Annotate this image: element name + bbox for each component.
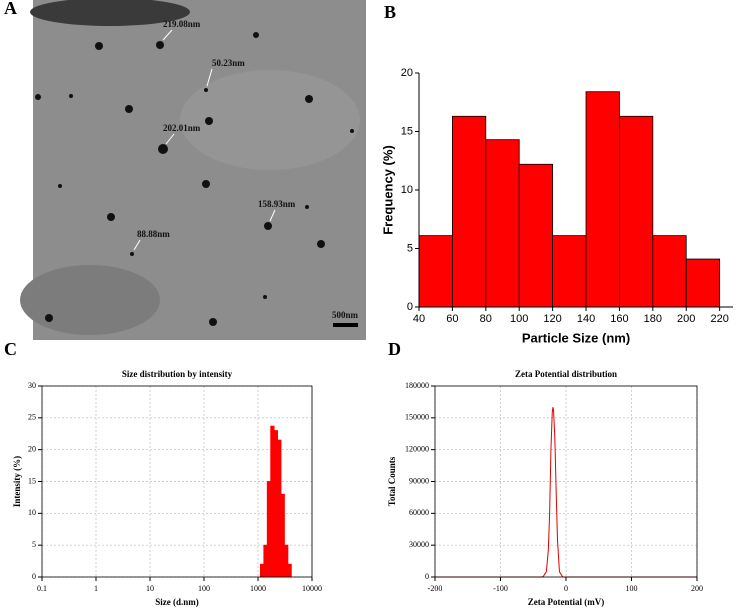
panel-label: C xyxy=(4,339,17,359)
x-tick-label: 200 xyxy=(677,313,695,325)
tem-image: 219.08nm 50.23nm 202.01nm 158.93nm 88.88… xyxy=(20,0,366,340)
bar xyxy=(585,91,620,308)
x-tick-label: 100 xyxy=(510,313,528,325)
y-tick-label: 20 xyxy=(401,67,413,79)
scale-bar-label: 500nm xyxy=(332,310,359,320)
x-tick-label: 200 xyxy=(691,584,703,593)
y-axis-label: Frequency (%) xyxy=(380,145,395,235)
bar xyxy=(266,481,272,578)
image-region xyxy=(20,265,160,335)
x-tick-label: 60 xyxy=(446,313,458,325)
y-tick-label: 150000 xyxy=(405,413,429,422)
x-tick-label: 180 xyxy=(644,313,662,325)
x-tick-label: 120 xyxy=(543,313,561,325)
x-tick-label: 220 xyxy=(710,313,728,325)
x-tick-label: 0.1 xyxy=(37,584,47,593)
y-tick-label: 0 xyxy=(407,301,413,313)
y-tick-label: 10 xyxy=(28,508,36,517)
x-axis-label: Zeta Potential (mV) xyxy=(528,597,604,607)
x-axis-label: Particle Size (nm) xyxy=(522,330,630,345)
size-annotation: 158.93nm xyxy=(258,199,296,209)
y-axis-label: Total Counts xyxy=(387,456,397,506)
y-tick-label: 180000 xyxy=(405,381,429,390)
image-shadow xyxy=(30,0,190,26)
bar xyxy=(685,258,721,308)
y-tick-label: 60000 xyxy=(409,508,429,517)
line xyxy=(435,407,697,578)
plot-frame xyxy=(434,385,698,578)
x-tick-label: 140 xyxy=(577,313,595,325)
x-tick-label: 10000 xyxy=(302,584,322,593)
bar xyxy=(518,163,554,308)
y-axis-label: Intensity (%) xyxy=(12,456,22,507)
chart: 0 5 10 15 20 25 30 0.1 1 10 100 1000 10000 Size distr… xyxy=(12,369,322,607)
bar xyxy=(452,115,487,308)
x-tick-label: 1000 xyxy=(250,584,266,593)
x-tick-label: 40 xyxy=(413,313,425,325)
x-tick-label: 0 xyxy=(564,584,568,593)
bar xyxy=(273,430,278,578)
bar xyxy=(418,235,453,308)
bar xyxy=(263,544,268,578)
panel-label: A xyxy=(4,0,17,18)
bar xyxy=(270,425,275,578)
panel-label: B xyxy=(384,2,396,22)
x-axis-label: Size (d.nm) xyxy=(155,597,199,607)
y-tick-label: 30000 xyxy=(409,540,429,549)
bar xyxy=(287,563,292,578)
bar xyxy=(619,115,654,308)
bar xyxy=(280,493,285,578)
bar xyxy=(485,139,520,308)
particles xyxy=(35,32,354,326)
chart-title: Zeta Potential distribution xyxy=(515,369,617,379)
x-tick-label: -100 xyxy=(493,584,508,593)
y-tick-label: 0 xyxy=(425,572,429,581)
bar xyxy=(552,235,587,308)
x-tick-label: 1 xyxy=(94,584,98,593)
y-tick-label: 5 xyxy=(32,540,36,549)
x-tick-label: 10 xyxy=(146,584,154,593)
chart-title: Size distribution by intensity xyxy=(122,369,233,379)
y-tick-label: 10 xyxy=(401,184,413,196)
chart: 0 5 10 15 20 40 60 80 100 120 140 160 180 200 220 Parti… xyxy=(380,67,733,345)
y-tick-label: 20 xyxy=(28,444,36,453)
y-tick-label: 25 xyxy=(28,413,36,422)
y-tick-label: 0 xyxy=(32,572,36,581)
y-tick-label: 90000 xyxy=(409,476,429,485)
x-tick-label: 100 xyxy=(198,584,210,593)
bar xyxy=(284,544,289,578)
plot-frame xyxy=(41,385,313,578)
size-annotation: 50.23nm xyxy=(212,58,245,68)
x-tick-label: -200 xyxy=(428,584,443,593)
annotation-arrows xyxy=(133,29,276,251)
y-tick-label: 30 xyxy=(28,381,36,390)
x-tick-label: 100 xyxy=(626,584,638,593)
image-region xyxy=(180,70,360,170)
size-annotation: 88.88nm xyxy=(137,229,170,239)
scale-bar xyxy=(333,323,358,327)
y-tick-label: 15 xyxy=(28,476,36,485)
panel-label: D xyxy=(388,339,401,359)
bar xyxy=(652,235,687,308)
x-tick-label: 80 xyxy=(480,313,492,325)
x-tick-label: 160 xyxy=(610,313,628,325)
size-annotation: 202.01nm xyxy=(163,123,201,133)
y-tick-label: 5 xyxy=(407,242,413,254)
y-tick-label: 15 xyxy=(401,125,413,137)
bar xyxy=(277,439,282,578)
size-annotation: 219.08nm xyxy=(163,19,201,29)
chart: 0 30000 60000 90000 120000 150000 180000 -200 -1… xyxy=(387,369,703,607)
bar xyxy=(259,563,265,578)
y-tick-label: 120000 xyxy=(405,444,429,453)
